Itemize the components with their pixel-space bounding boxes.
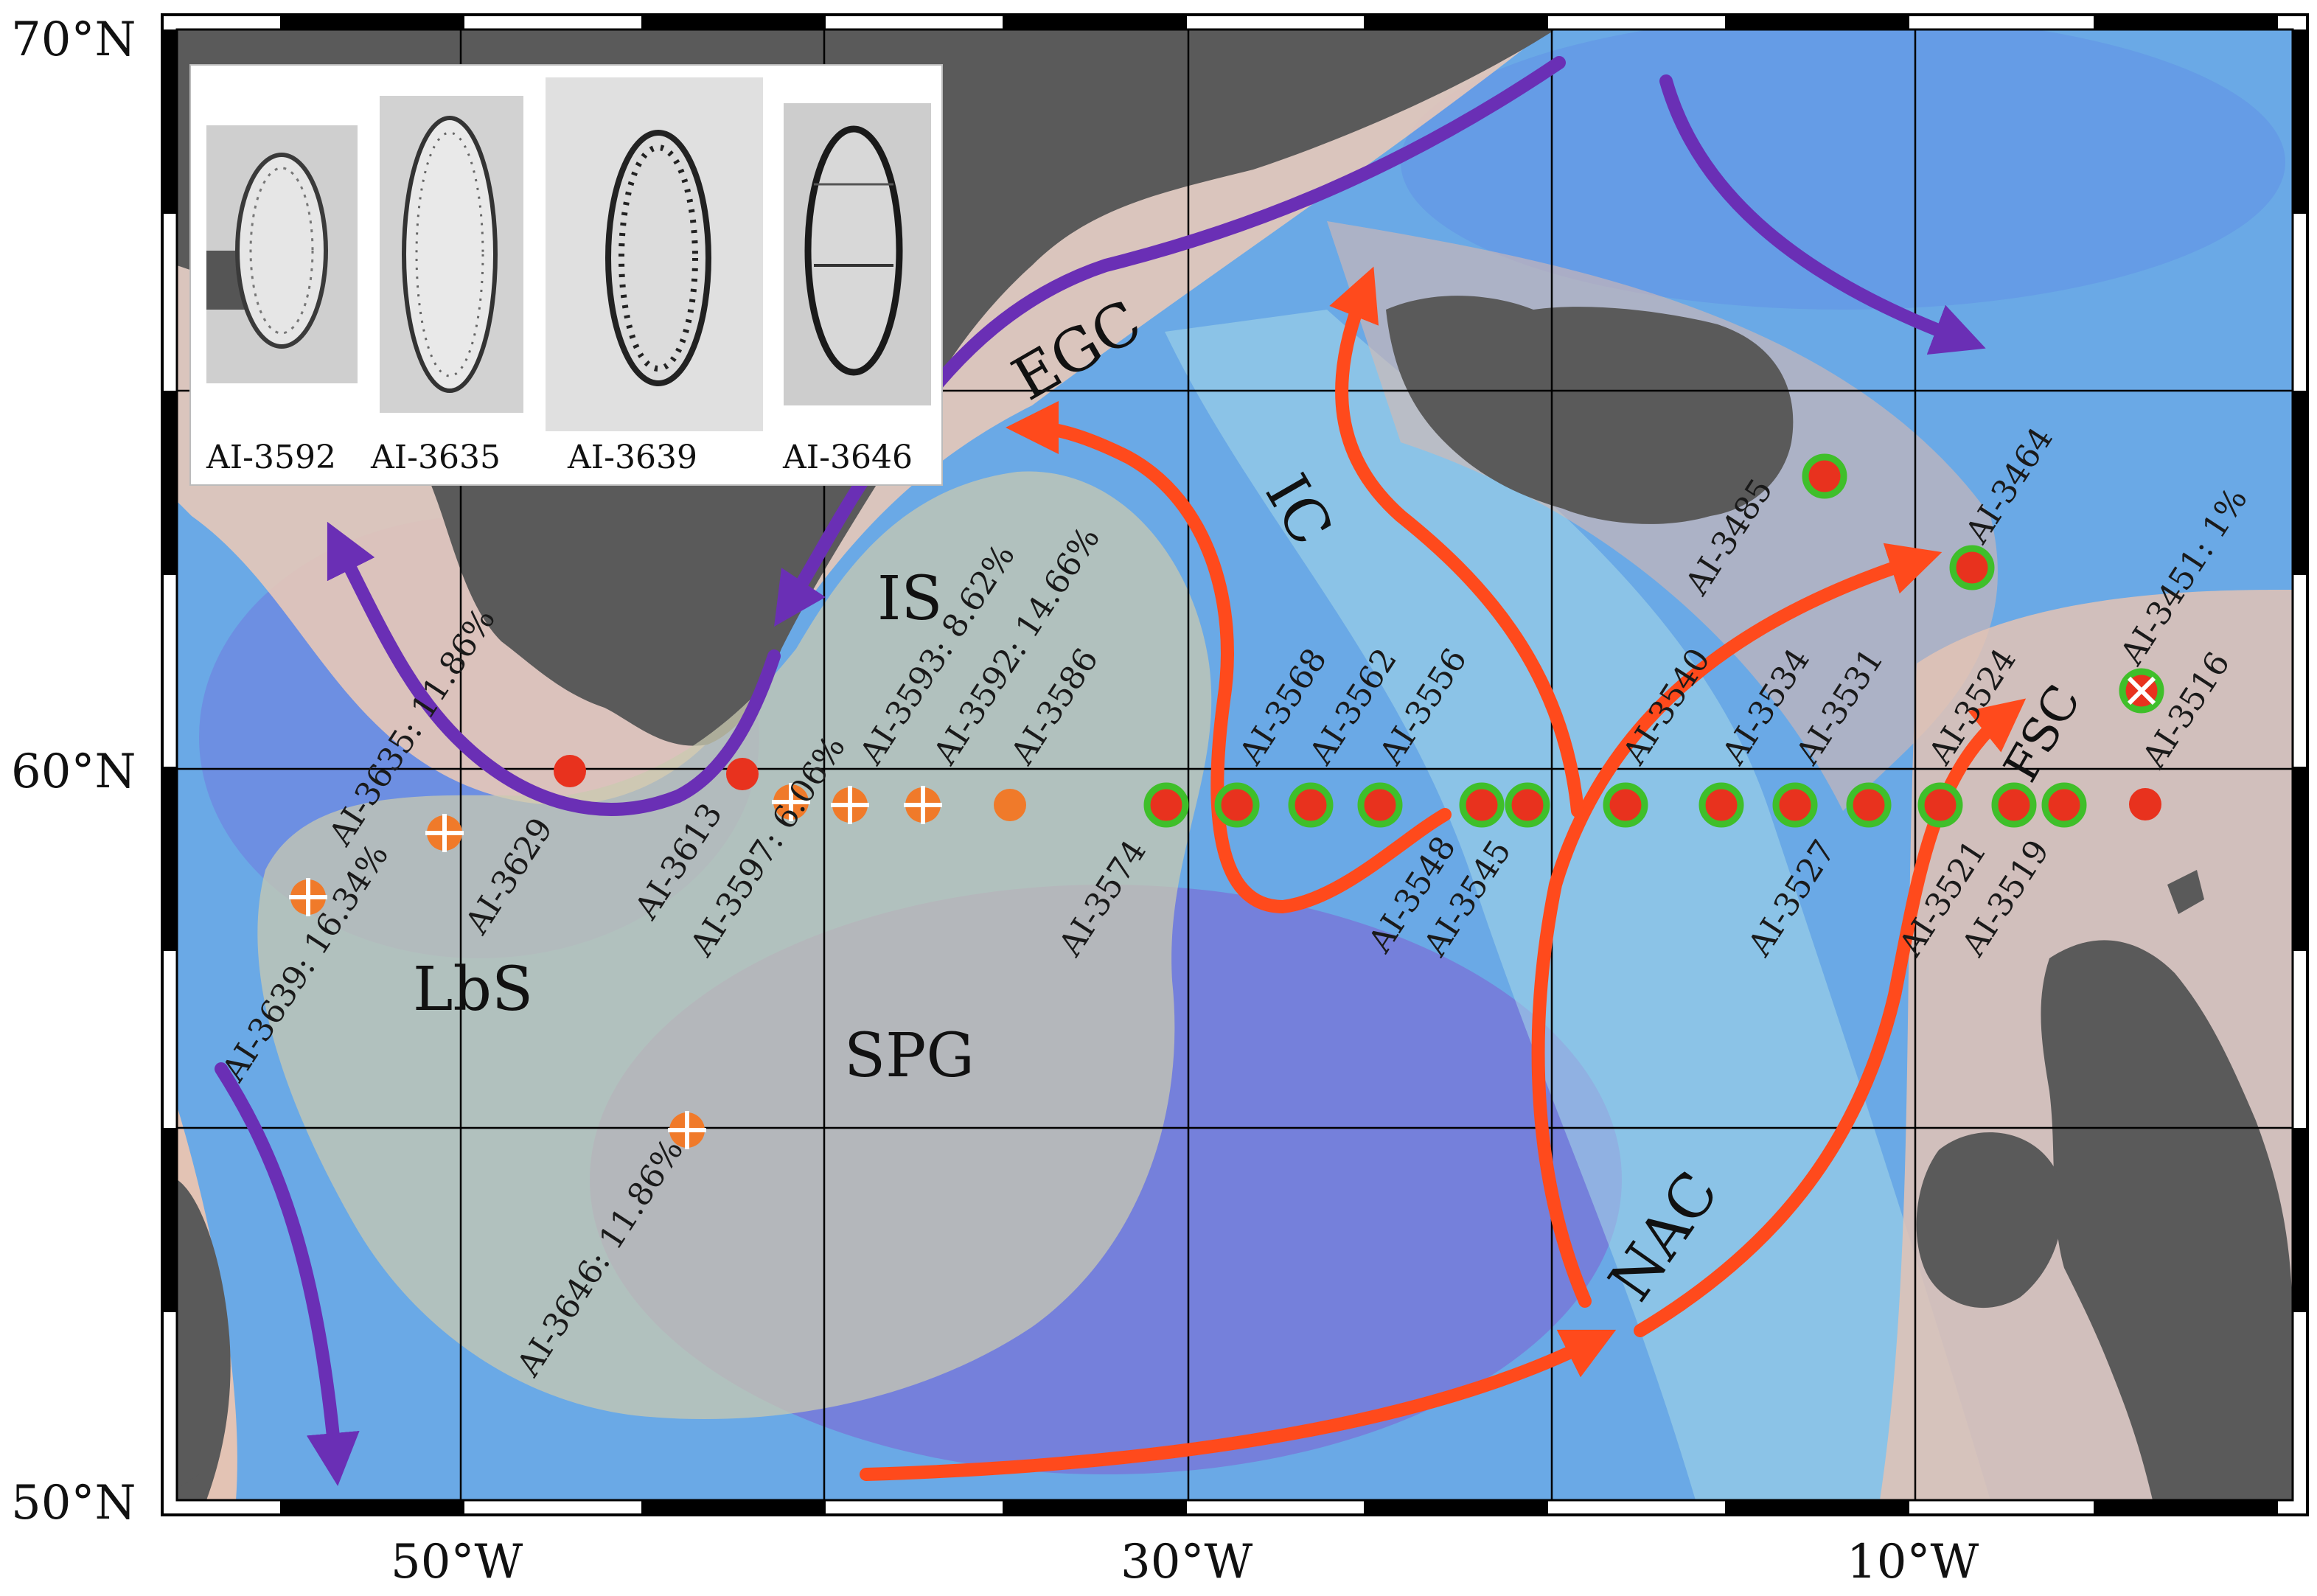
station-ai-3545-point <box>1505 782 1550 828</box>
inset-caption-ai-3639: AI-3639 <box>567 439 697 476</box>
norwegian-basin <box>1401 29 2285 310</box>
station-ai-3556-point <box>1357 782 1403 828</box>
station-ai-3451-point <box>2119 668 2164 714</box>
station-ai-3597-point <box>772 783 810 821</box>
lat-label-70n: 70°N <box>11 13 136 67</box>
station-ai-3540-point <box>1603 782 1648 828</box>
shetland-islands <box>2167 870 2204 914</box>
labrador-current-arrow <box>215 1062 360 1486</box>
region-label-is: IS <box>877 564 943 634</box>
station-ai-3524-point <box>1917 782 1963 828</box>
micrograph-ai-3635 <box>380 96 523 413</box>
lon-label-30w: 30°W <box>1121 1535 1252 1589</box>
station-ai-3485-point <box>1802 453 1847 499</box>
inset-caption-ai-3646: AI-3646 <box>782 439 913 476</box>
station-ai-3534-point <box>1698 782 1744 828</box>
station-ai-3562-point <box>1288 782 1334 828</box>
micrograph-ai-3639 <box>546 77 763 431</box>
map-frame <box>161 13 2309 1516</box>
station-ai-3586-point <box>994 789 1026 821</box>
inset-caption-ai-3635: AI-3635 <box>370 439 501 476</box>
stations-orange-cross <box>289 783 1026 1149</box>
stations-green-ring <box>1143 453 2164 828</box>
station-ai-3629-point <box>554 755 586 787</box>
station-ai-3646-point <box>668 1111 706 1149</box>
station-ai-3568-point <box>1214 782 1260 828</box>
ireland-landmass <box>1916 1132 2063 1308</box>
lon-label-10w: 10°W <box>1847 1535 1979 1589</box>
micrograph-ai-3646 <box>784 103 931 405</box>
station-ai-3574-point <box>1143 782 1189 828</box>
station-ai-3527-point <box>1846 782 1892 828</box>
irminger-current-arrow <box>1329 266 1584 818</box>
station-ai-3548-point <box>1459 782 1505 828</box>
lon-label-50w: 50°W <box>391 1535 523 1589</box>
station-ai-3521-point <box>1991 782 2037 828</box>
nac-branch-north <box>1531 543 1943 1308</box>
station-ai-3519-point <box>2041 782 2087 828</box>
station-ai-3516-point <box>2129 788 2161 820</box>
lat-label-60n: 60°N <box>11 745 136 799</box>
ic-loop-arrow <box>1006 401 1452 914</box>
inset-caption-ai-3592: AI-3592 <box>206 439 336 476</box>
station-ai-3464-point <box>1949 545 1995 590</box>
region-label-spg: SPG <box>844 1021 975 1091</box>
station-ai-3593-point <box>831 786 869 824</box>
norwegian-sea-arrow <box>1659 74 1986 355</box>
lat-label-50n: 50°N <box>11 1476 136 1530</box>
micrograph-inset: AI-3592 AI-3635 AI-3639 AI-3646 <box>189 64 943 486</box>
iceland-landmass <box>1386 296 1794 524</box>
station-ai-3613-point <box>726 758 759 790</box>
cold-currents <box>215 56 1986 1486</box>
micrograph-ai-3592 <box>206 125 358 383</box>
great-britain-landmass <box>2041 940 2293 1500</box>
nac-inflow-arrow <box>860 1329 1617 1481</box>
mid-ocean-ridge <box>1165 310 1990 1500</box>
subpolar-gyre-area <box>257 471 1212 1419</box>
region-label-lbs: LbS <box>413 955 533 1025</box>
egc-arrow-upper <box>774 56 1566 627</box>
station-ai-3592-point <box>904 786 942 824</box>
newfoundland-landmass <box>177 1386 206 1489</box>
station-ai-3531-point <box>1772 782 1818 828</box>
station-ai-3635-point <box>425 814 464 852</box>
station-ai-3639-point <box>289 878 327 916</box>
egc-arrow-lower <box>327 521 781 816</box>
stations-red <box>554 755 2161 820</box>
